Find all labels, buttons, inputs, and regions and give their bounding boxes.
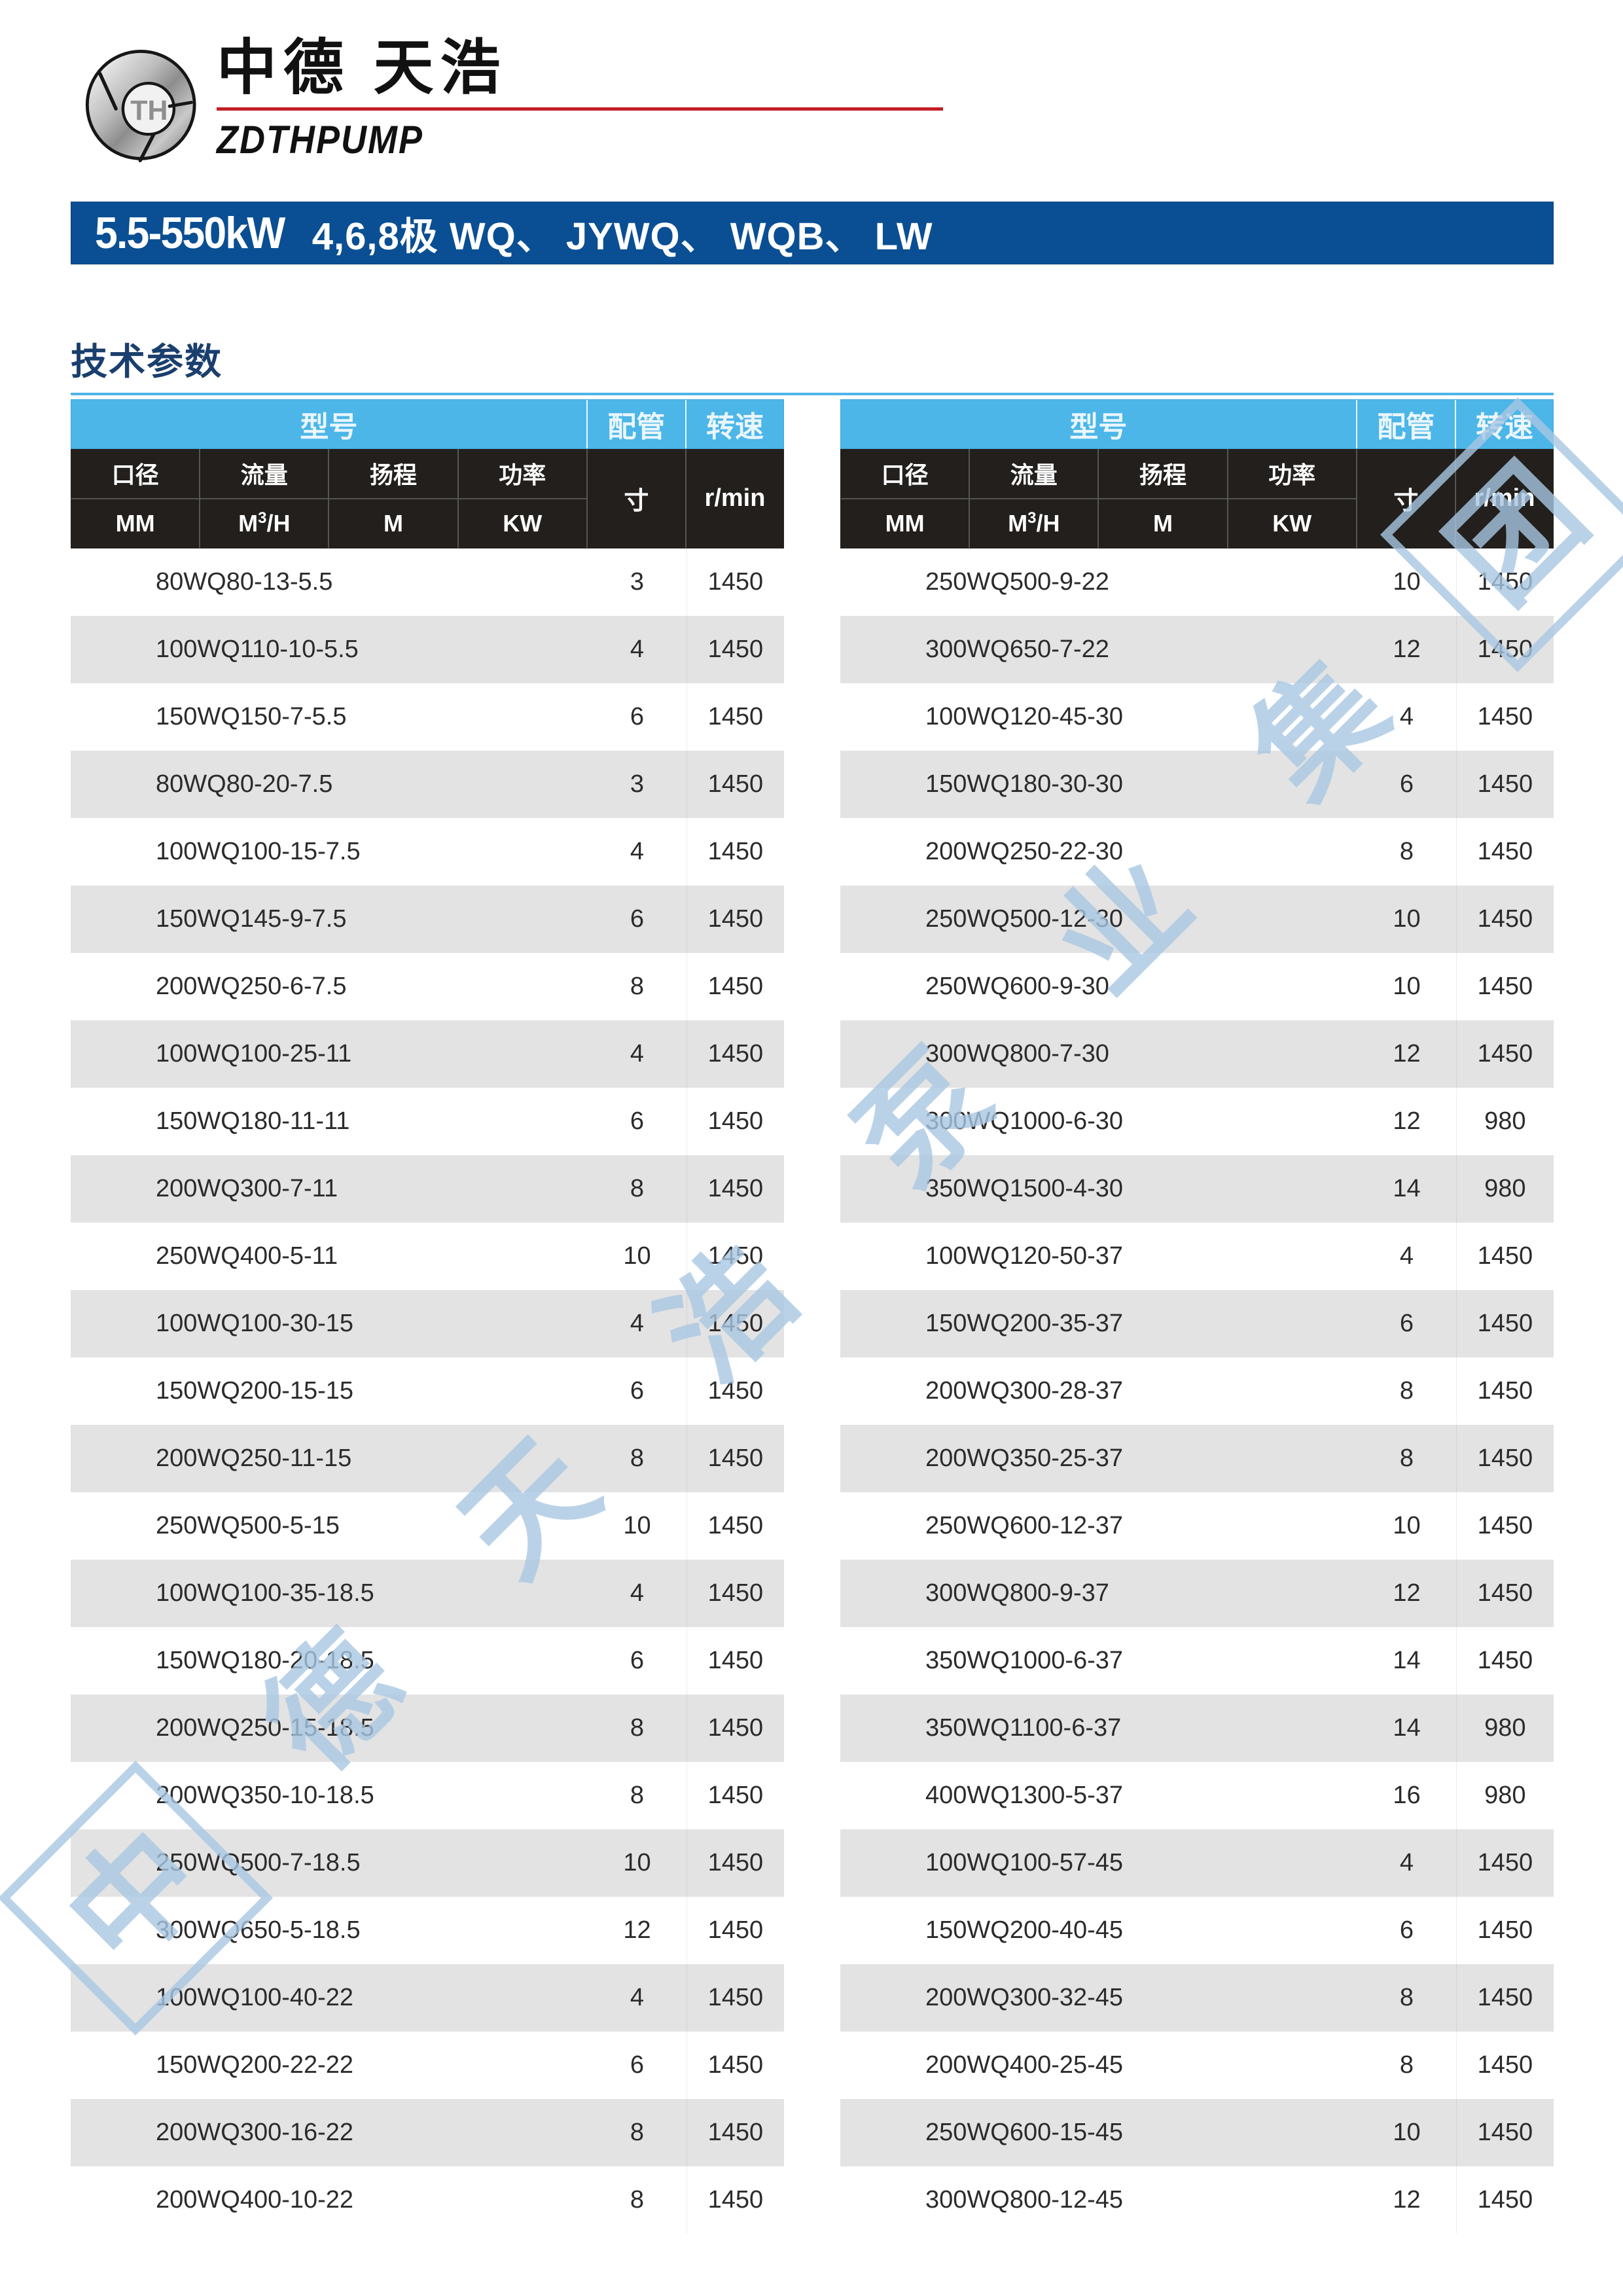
svg-text:TH: TH (130, 95, 168, 126)
